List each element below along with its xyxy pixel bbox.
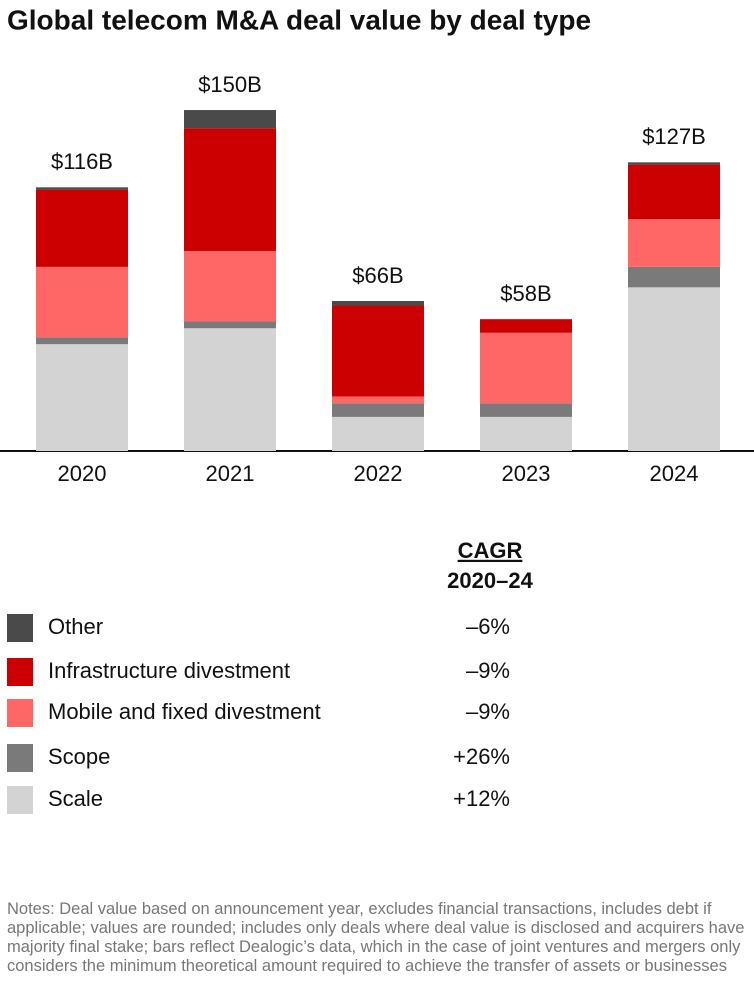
bar-segment bbox=[628, 266, 720, 288]
bar-segment bbox=[480, 416, 572, 451]
bar-segment bbox=[36, 344, 128, 451]
bar-segment bbox=[480, 332, 572, 404]
bar-segment bbox=[332, 403, 424, 417]
legend-label: Mobile and fixed divestment bbox=[48, 699, 321, 724]
cagr-value: –6% bbox=[466, 614, 510, 639]
total-label: $150B bbox=[198, 72, 262, 97]
bar-segment bbox=[36, 337, 128, 345]
bar-segment bbox=[36, 187, 128, 190]
bar-segment bbox=[36, 189, 128, 267]
legend-swatch bbox=[7, 786, 33, 814]
bar-segment bbox=[36, 266, 128, 338]
bar-segment bbox=[628, 162, 720, 165]
legend-swatch bbox=[7, 699, 33, 727]
bar-segment bbox=[332, 396, 424, 404]
total-label: $127B bbox=[642, 124, 706, 149]
cagr-title: CAGR bbox=[458, 538, 523, 563]
bar-segment bbox=[628, 219, 720, 267]
x-tick-label: 2022 bbox=[354, 461, 403, 486]
cagr-value: +12% bbox=[453, 786, 510, 811]
notes: Notes: Deal value based on announcement … bbox=[7, 900, 745, 975]
legend-label: Infrastructure divestment bbox=[48, 658, 290, 683]
cagr-value: +26% bbox=[453, 744, 510, 769]
bar-segment bbox=[628, 164, 720, 220]
cagr-value: –9% bbox=[466, 658, 510, 683]
total-label: $116B bbox=[51, 149, 113, 174]
bar-segment bbox=[480, 319, 572, 333]
bar-segment bbox=[332, 300, 424, 306]
bar-segment bbox=[184, 250, 276, 322]
legend-swatch bbox=[7, 744, 33, 772]
bar-segment bbox=[628, 287, 720, 451]
legend-swatch bbox=[7, 614, 33, 642]
legend-label: Scope bbox=[48, 744, 110, 769]
legend-label: Other bbox=[48, 614, 103, 639]
cagr-period: 2020–24 bbox=[447, 568, 533, 593]
x-tick-label: 2023 bbox=[502, 461, 551, 486]
bar-segment bbox=[184, 321, 276, 329]
total-label: $66B bbox=[352, 263, 403, 288]
legend-label: Scale bbox=[48, 786, 103, 811]
total-label: $58B bbox=[500, 281, 551, 306]
bar-segment bbox=[184, 328, 276, 451]
x-tick-label: 2020 bbox=[58, 461, 107, 486]
bar-segment bbox=[184, 110, 276, 129]
cagr-value: –9% bbox=[466, 699, 510, 724]
bar-segment bbox=[332, 305, 424, 397]
bar-segment bbox=[480, 403, 572, 417]
x-tick-label: 2024 bbox=[650, 461, 699, 486]
bar-segment bbox=[332, 416, 424, 451]
chart: Global telecom M&A deal value by deal ty… bbox=[0, 4, 754, 814]
legend-swatch bbox=[7, 658, 33, 686]
bar-segment bbox=[184, 128, 276, 251]
x-tick-label: 2021 bbox=[206, 461, 255, 486]
chart-title: Global telecom M&A deal value by deal ty… bbox=[7, 4, 591, 35]
